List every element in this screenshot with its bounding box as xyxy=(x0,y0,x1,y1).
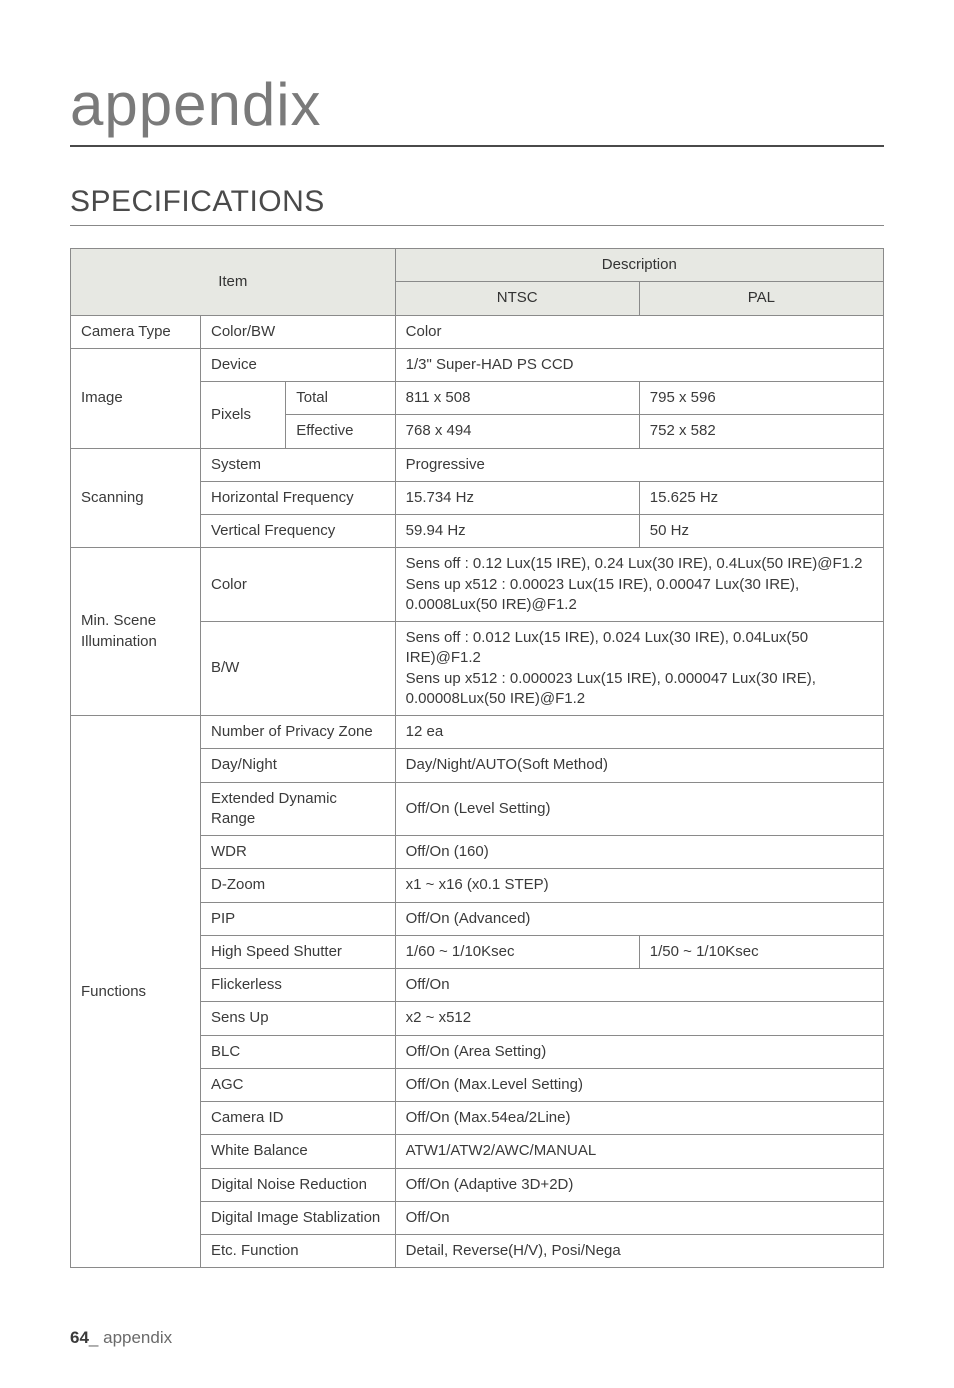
cell-privacy: Number of Privacy Zone xyxy=(201,716,396,749)
cell-scanning: Scanning xyxy=(71,448,201,548)
th-item: Item xyxy=(71,249,396,316)
cell-wdr: WDR xyxy=(201,836,396,869)
cell-camid: Camera ID xyxy=(201,1102,396,1135)
cell-device: Device xyxy=(201,348,396,381)
cell-sensup-val: x2 ~ x512 xyxy=(395,1002,883,1035)
cell-hfreq: Horizontal Frequency xyxy=(201,481,396,514)
section-title: SPECIFICATIONS xyxy=(70,185,884,226)
cell-dnr: Digital Noise Reduction xyxy=(201,1168,396,1201)
cell-agc: AGC xyxy=(201,1068,396,1101)
cell-vfreq-pal: 50 Hz xyxy=(639,515,883,548)
spec-table: Item Description NTSC PAL Camera Type Co… xyxy=(70,248,884,1268)
cell-vfreq-ntsc: 59.94 Hz xyxy=(395,515,639,548)
cell-device-val: 1/3" Super-HAD PS CCD xyxy=(395,348,883,381)
cell-sensup: Sens Up xyxy=(201,1002,396,1035)
cell-privacy-val: 12 ea xyxy=(395,716,883,749)
cell-camid-val: Off/On (Max.54ea/2Line) xyxy=(395,1102,883,1135)
cell-color-bw-val: Color xyxy=(395,315,883,348)
cell-flicker: Flickerless xyxy=(201,969,396,1002)
cell-ms-bw: B/W xyxy=(201,622,396,716)
cell-vfreq: Vertical Frequency xyxy=(201,515,396,548)
cell-color-bw: Color/BW xyxy=(201,315,396,348)
cell-pip: PIP xyxy=(201,902,396,935)
cell-total-ntsc: 811 x 508 xyxy=(395,382,639,415)
cell-functions: Functions xyxy=(71,716,201,1268)
cell-wb-val: ATW1/ATW2/AWC/MANUAL xyxy=(395,1135,883,1168)
cell-total: Total xyxy=(286,382,395,415)
cell-pixels: Pixels xyxy=(201,382,286,449)
cell-dzoom-val: x1 ~ x16 (x0.1 STEP) xyxy=(395,869,883,902)
cell-flicker-val: Off/On xyxy=(395,969,883,1002)
cell-etc: Etc. Function xyxy=(201,1235,396,1268)
th-desc: Description xyxy=(395,249,883,282)
cell-dzoom: D-Zoom xyxy=(201,869,396,902)
cell-ms-color-val: Sens off : 0.12 Lux(15 IRE), 0.24 Lux(30… xyxy=(395,548,883,622)
cell-blc-val: Off/On (Area Setting) xyxy=(395,1035,883,1068)
cell-pip-val: Off/On (Advanced) xyxy=(395,902,883,935)
th-ntsc: NTSC xyxy=(395,282,639,315)
cell-ms-color: Color xyxy=(201,548,396,622)
cell-image: Image xyxy=(71,348,201,448)
cell-edr: Extended Dynamic Range xyxy=(201,782,396,836)
chapter-title: appendix xyxy=(70,70,884,147)
footer-label: appendix xyxy=(103,1328,172,1347)
cell-ms-bw-val: Sens off : 0.012 Lux(15 IRE), 0.024 Lux(… xyxy=(395,622,883,716)
cell-dis: Digital Image Stablization xyxy=(201,1201,396,1234)
cell-eff-ntsc: 768 x 494 xyxy=(395,415,639,448)
cell-dnr-val: Off/On (Adaptive 3D+2D) xyxy=(395,1168,883,1201)
page-number: 64 xyxy=(70,1328,89,1347)
cell-system-val: Progressive xyxy=(395,448,883,481)
cell-hfreq-ntsc: 15.734 Hz xyxy=(395,481,639,514)
cell-eff-pal: 752 x 582 xyxy=(639,415,883,448)
cell-blc: BLC xyxy=(201,1035,396,1068)
cell-agc-val: Off/On (Max.Level Setting) xyxy=(395,1068,883,1101)
cell-dis-val: Off/On xyxy=(395,1201,883,1234)
cell-effective: Effective xyxy=(286,415,395,448)
cell-hss-pal: 1/50 ~ 1/10Ksec xyxy=(639,935,883,968)
cell-etc-val: Detail, Reverse(H/V), Posi/Nega xyxy=(395,1235,883,1268)
cell-daynight-val: Day/Night/AUTO(Soft Method) xyxy=(395,749,883,782)
cell-camera-type: Camera Type xyxy=(71,315,201,348)
footer-sep: _ xyxy=(89,1328,103,1347)
cell-total-pal: 795 x 596 xyxy=(639,382,883,415)
cell-wdr-val: Off/On (160) xyxy=(395,836,883,869)
cell-edr-val: Off/On (Level Setting) xyxy=(395,782,883,836)
page-footer: 64_ appendix xyxy=(70,1328,172,1348)
cell-system: System xyxy=(201,448,396,481)
cell-minscene: Min. Scene Illumination xyxy=(71,548,201,716)
cell-hss: High Speed Shutter xyxy=(201,935,396,968)
cell-hss-ntsc: 1/60 ~ 1/10Ksec xyxy=(395,935,639,968)
cell-wb: White Balance xyxy=(201,1135,396,1168)
cell-daynight: Day/Night xyxy=(201,749,396,782)
th-pal: PAL xyxy=(639,282,883,315)
cell-hfreq-pal: 15.625 Hz xyxy=(639,481,883,514)
